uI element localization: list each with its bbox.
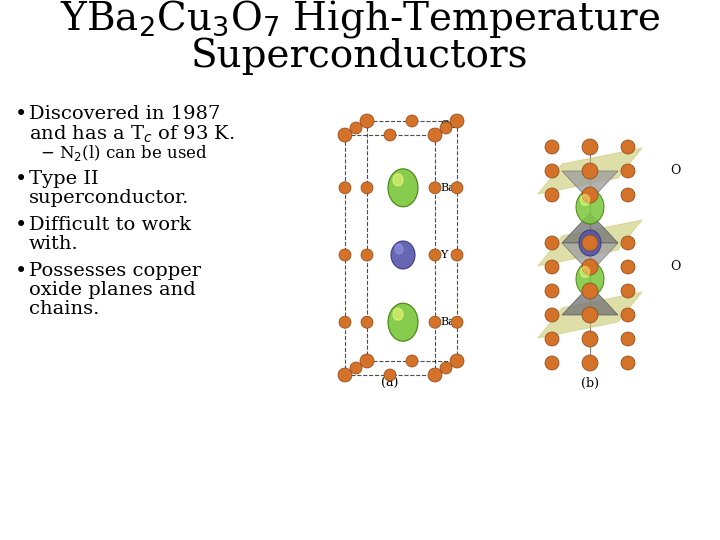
Text: Cu: Cu [440,120,456,130]
Text: superconductor.: superconductor. [29,189,189,207]
Circle shape [384,129,396,141]
Circle shape [621,356,635,370]
Text: (b): (b) [581,377,599,390]
Text: Ba: Ba [440,183,455,193]
Circle shape [582,259,598,275]
Circle shape [582,187,598,203]
Ellipse shape [393,308,403,320]
Circle shape [582,163,598,179]
Circle shape [429,182,441,194]
Polygon shape [562,285,618,315]
Text: Superconductors: Superconductors [192,37,528,75]
Ellipse shape [580,194,590,206]
Text: O: O [670,165,680,178]
Text: •: • [15,262,27,281]
Circle shape [621,164,635,178]
Text: •: • [15,170,27,189]
Text: chains.: chains. [29,300,99,318]
Text: oxide planes and: oxide planes and [29,281,196,299]
Circle shape [350,362,362,374]
Circle shape [545,236,559,250]
Ellipse shape [391,241,415,269]
Circle shape [360,354,374,368]
Ellipse shape [576,262,604,296]
Text: O: O [670,260,680,273]
Polygon shape [538,148,642,194]
Circle shape [582,355,598,371]
Circle shape [621,188,635,202]
Text: Ba: Ba [440,317,455,327]
Circle shape [350,122,362,134]
Polygon shape [562,243,618,273]
Text: •: • [15,105,27,124]
Circle shape [339,316,351,328]
Circle shape [582,307,598,323]
Text: Y: Y [440,250,447,260]
Circle shape [545,140,559,154]
Text: Discovered in 1987: Discovered in 1987 [29,105,220,123]
Text: (a): (a) [382,377,399,390]
Circle shape [545,308,559,322]
Circle shape [621,308,635,322]
Circle shape [545,356,559,370]
Circle shape [450,354,464,368]
Ellipse shape [388,303,418,341]
Text: YBa$_2$Cu$_3$O$_7$ High-Temperature: YBa$_2$Cu$_3$O$_7$ High-Temperature [60,0,660,40]
Circle shape [621,236,635,250]
Circle shape [440,122,452,134]
Circle shape [361,249,373,261]
Polygon shape [538,220,642,266]
Circle shape [621,260,635,274]
Circle shape [429,249,441,261]
Ellipse shape [579,230,601,256]
Text: Possesses copper: Possesses copper [29,262,201,280]
Text: Type II: Type II [29,170,99,188]
Circle shape [545,260,559,274]
Circle shape [451,316,463,328]
Circle shape [545,164,559,178]
Text: •: • [15,216,27,235]
Circle shape [339,249,351,261]
Circle shape [582,283,598,299]
Circle shape [429,316,441,328]
Circle shape [428,368,442,382]
Circle shape [545,332,559,346]
Text: and has a T$_c$ of 93 K.: and has a T$_c$ of 93 K. [29,124,235,145]
Ellipse shape [576,190,604,224]
Ellipse shape [393,174,403,186]
Circle shape [621,332,635,346]
Circle shape [428,128,442,142]
Circle shape [582,139,598,155]
Circle shape [440,362,452,374]
Circle shape [621,284,635,298]
Circle shape [451,249,463,261]
Ellipse shape [388,169,418,207]
Polygon shape [562,171,618,201]
Text: with.: with. [29,235,78,253]
Circle shape [338,368,352,382]
Circle shape [406,355,418,367]
Circle shape [361,316,373,328]
Polygon shape [538,292,642,338]
Circle shape [582,331,598,347]
Polygon shape [562,213,618,243]
Text: $-$ N$_2$(l) can be used: $-$ N$_2$(l) can be used [40,143,207,163]
Circle shape [545,188,559,202]
Circle shape [361,182,373,194]
Ellipse shape [580,267,590,278]
Circle shape [339,182,351,194]
Circle shape [545,284,559,298]
Circle shape [451,182,463,194]
Circle shape [582,235,598,251]
Ellipse shape [395,244,403,254]
Circle shape [360,114,374,128]
Circle shape [406,115,418,127]
Circle shape [338,128,352,142]
Circle shape [450,114,464,128]
Circle shape [621,140,635,154]
Circle shape [384,369,396,381]
Text: Difficult to work: Difficult to work [29,216,191,234]
